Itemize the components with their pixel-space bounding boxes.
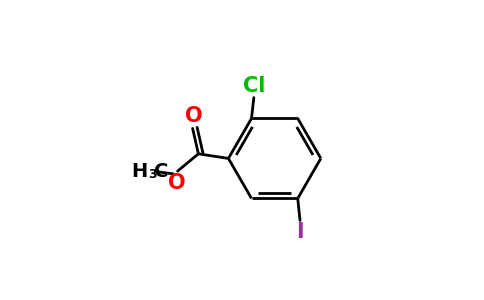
Text: C: C xyxy=(154,162,168,181)
Text: H: H xyxy=(131,162,148,181)
Text: O: O xyxy=(168,173,186,193)
Text: Cl: Cl xyxy=(242,76,265,96)
Text: O: O xyxy=(185,106,203,126)
Text: 3: 3 xyxy=(149,168,157,181)
Text: I: I xyxy=(296,222,304,242)
